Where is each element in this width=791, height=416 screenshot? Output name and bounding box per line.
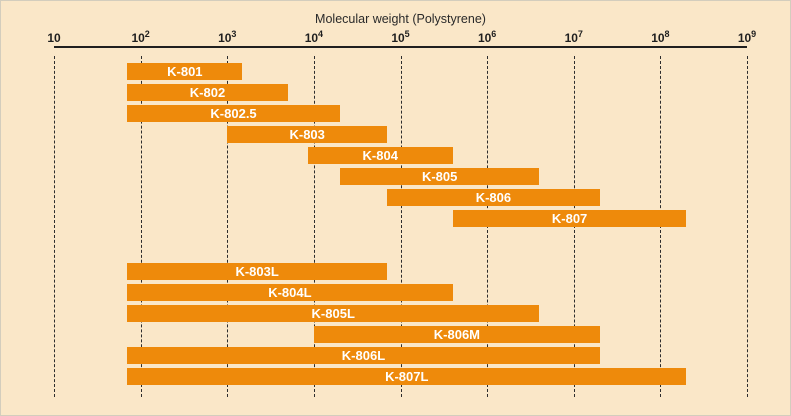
gridline-1e5 xyxy=(400,56,402,397)
x-tick-label-1e5: 105 xyxy=(391,29,410,46)
range-bar-k-805: K-805 xyxy=(340,168,540,185)
gridline-1e9 xyxy=(747,56,748,397)
x-tick-label-1e9: 109 xyxy=(737,29,757,46)
range-bar-k-805l: K-805L xyxy=(127,304,540,322)
gridline-1e2 xyxy=(140,56,142,397)
gridline-1e1 xyxy=(54,56,55,397)
range-bar-k-807: K-807 xyxy=(452,210,687,227)
range-bar-k-803: K-803 xyxy=(227,126,388,143)
range-bar-k-806m: K-806M xyxy=(313,325,600,343)
x-tick-label-1e4: 104 xyxy=(304,29,324,46)
x-tick-label-1e1: 10 xyxy=(47,31,61,45)
range-bar-k-802: K-802 xyxy=(127,84,288,101)
range-bar-k-803l: K-803L xyxy=(127,263,388,280)
range-bar-k-801: K-801 xyxy=(127,63,243,80)
gridline-1e4 xyxy=(313,56,315,397)
x-tick-label-1e7: 107 xyxy=(564,29,583,46)
range-bar-k-802.5: K-802.5 xyxy=(127,105,340,122)
x-tick-label-1e8: 108 xyxy=(651,29,670,46)
chart-title: Molecular weight (Polystyrene) xyxy=(315,12,486,26)
range-bar-k-806l: K-806L xyxy=(127,346,600,364)
gridline-1e3 xyxy=(227,56,229,397)
x-tick-label-1e6: 106 xyxy=(477,29,497,46)
x-tick-label-1e3: 103 xyxy=(218,29,237,46)
x-tick-label-1e2: 102 xyxy=(131,29,150,46)
x-axis-line xyxy=(54,46,747,48)
range-bar-k-806: K-806 xyxy=(387,189,600,206)
range-bar-k-804: K-804 xyxy=(307,147,453,164)
range-bar-k-807l: K-807L xyxy=(127,367,687,385)
range-bar-k-804l: K-804L xyxy=(127,283,453,301)
